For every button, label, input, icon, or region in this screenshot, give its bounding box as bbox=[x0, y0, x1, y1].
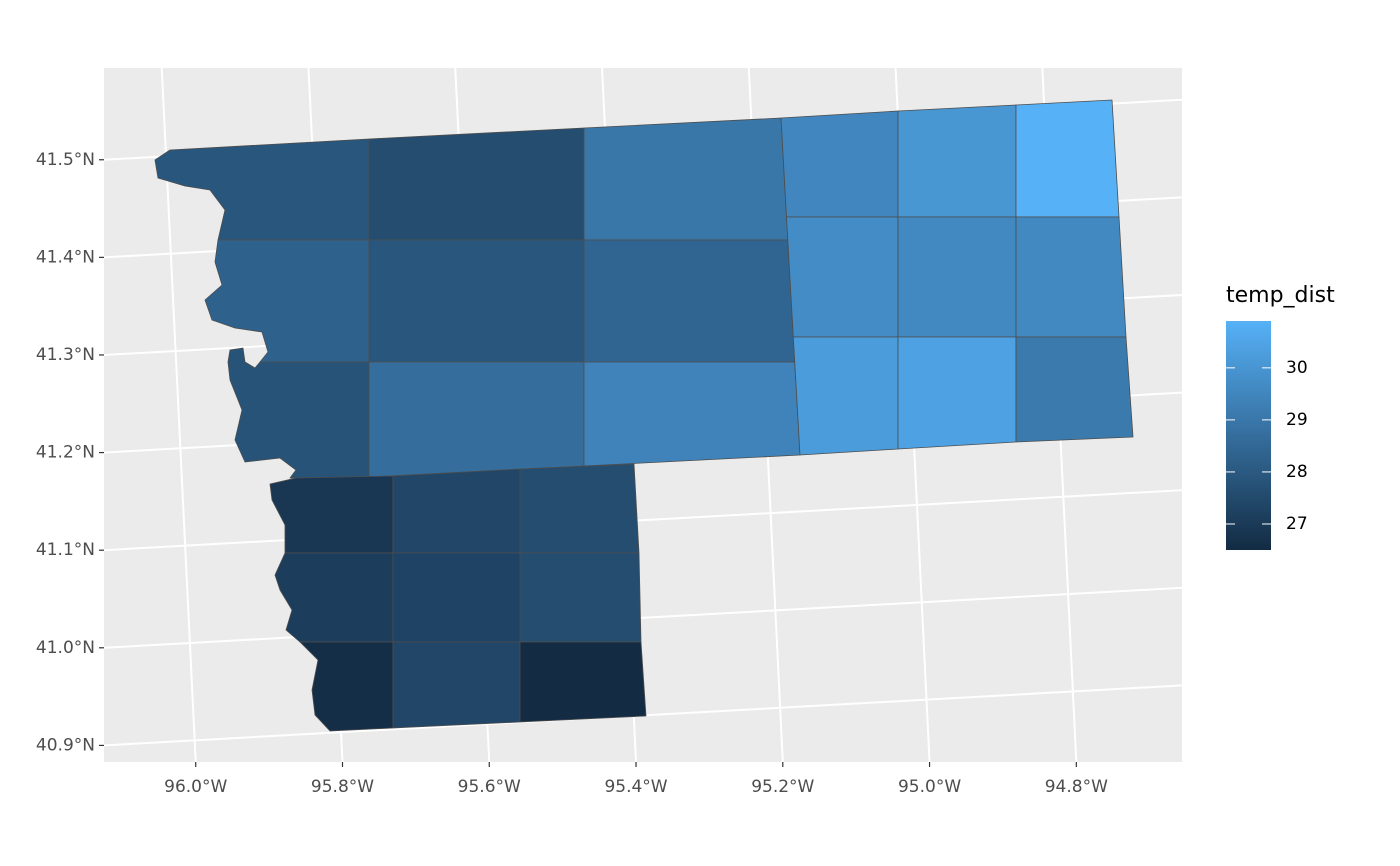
region bbox=[519, 641, 647, 723]
x-tick-label: 95.2°W bbox=[751, 777, 814, 797]
region bbox=[392, 641, 521, 729]
region bbox=[897, 104, 1017, 218]
legend-tick-label: 29 bbox=[1286, 410, 1308, 430]
region bbox=[227, 347, 370, 479]
region bbox=[792, 336, 899, 456]
region bbox=[583, 361, 801, 467]
region bbox=[897, 336, 1017, 450]
x-tick-label: 94.8°W bbox=[1045, 777, 1108, 797]
y-tick-label: 41.2°N bbox=[36, 443, 95, 463]
y-tick-label: 41.1°N bbox=[36, 540, 95, 560]
region bbox=[519, 552, 642, 643]
region bbox=[274, 552, 394, 643]
region bbox=[392, 468, 521, 554]
region bbox=[1015, 99, 1120, 218]
region bbox=[780, 110, 899, 218]
region bbox=[519, 463, 640, 554]
region bbox=[368, 127, 585, 241]
legend-tick-label: 28 bbox=[1286, 462, 1308, 482]
y-tick-label: 41.4°N bbox=[36, 247, 95, 267]
y-tick-label: 41.0°N bbox=[36, 638, 95, 658]
region bbox=[269, 475, 394, 554]
x-tick-label: 95.4°W bbox=[604, 777, 667, 797]
region bbox=[1015, 336, 1134, 443]
x-tick-label: 95.8°W bbox=[311, 777, 374, 797]
region bbox=[368, 361, 585, 478]
legend-tick-label: 27 bbox=[1286, 514, 1308, 534]
region bbox=[1015, 216, 1127, 338]
x-tick-label: 95.0°W bbox=[898, 777, 961, 797]
graticule-lon bbox=[160, 67, 197, 763]
graticule-lat bbox=[103, 489, 1183, 552]
region bbox=[583, 239, 796, 363]
x-tick-label: 96.0°W bbox=[164, 777, 227, 797]
region bbox=[368, 239, 585, 363]
y-tick-label: 40.9°N bbox=[36, 735, 95, 755]
legend-title: temp_dist bbox=[1226, 283, 1335, 308]
y-tick-label: 41.3°N bbox=[36, 345, 95, 365]
region bbox=[583, 117, 789, 241]
x-tick-label: 95.6°W bbox=[458, 777, 521, 797]
legend-colorbar bbox=[1226, 321, 1271, 550]
region bbox=[786, 216, 899, 338]
graticule-lat bbox=[103, 586, 1183, 649]
region bbox=[897, 216, 1017, 338]
region bbox=[392, 552, 521, 643]
y-tick-label: 41.5°N bbox=[36, 150, 95, 170]
legend-tick-label: 30 bbox=[1286, 358, 1308, 378]
